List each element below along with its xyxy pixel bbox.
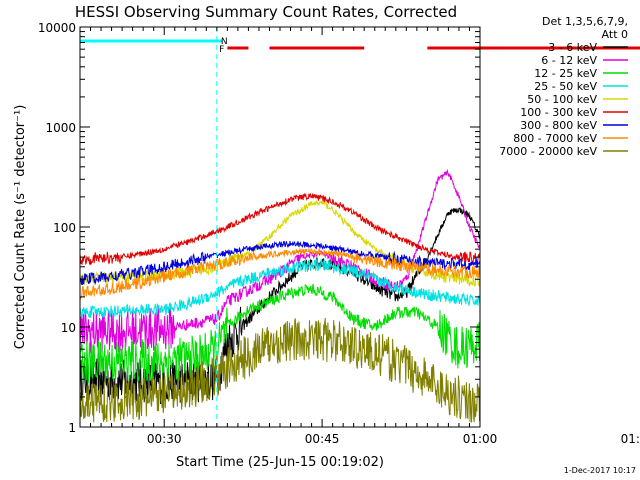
night-label: N (221, 37, 228, 47)
series-layer (80, 168, 480, 423)
legend-label: 7000 - 20000 keV (499, 145, 597, 158)
y-axis-label: Corrected Count Rate (s⁻¹ detector⁻¹) (13, 105, 28, 350)
series-line-1 (80, 168, 480, 353)
legend-label: 300 - 800 keV (520, 119, 597, 132)
series-line-5 (80, 192, 480, 266)
x-axis-label: Start Time (25-Jun-15 00:19:02) (176, 455, 384, 470)
legend-label: 800 - 7000 keV (513, 132, 597, 145)
legend-header-line-2: Att 0 (602, 28, 628, 41)
legend-label: 50 - 100 keV (527, 93, 597, 106)
y-tick-label: 100 (53, 221, 76, 235)
x-tick-label: 00:45 (305, 432, 340, 446)
chart-title: HESSI Observing Summary Count Rates, Cor… (75, 3, 457, 21)
series-line-8 (80, 317, 480, 423)
flag-label: F (219, 45, 224, 55)
legend-label: 12 - 25 keV (534, 67, 597, 80)
y-tick-label: 1 (68, 421, 76, 435)
y-tick-label: 1000 (45, 121, 76, 135)
y-tick-label: 10 (61, 321, 76, 335)
series-line-4 (80, 199, 480, 288)
x-tick-label: 00:30 (147, 432, 182, 446)
series-line-2 (80, 283, 480, 384)
series-line-3 (80, 259, 480, 319)
legend-label: 6 - 12 keV (541, 54, 597, 67)
y-tick-label: 10000 (38, 21, 76, 35)
marker-layer: FN (80, 27, 640, 427)
series-line-7 (80, 247, 480, 301)
x-tick-label: 01:00 (463, 432, 498, 446)
legend-label: 25 - 50 keV (534, 80, 597, 93)
legend-label: 3 - 6 keV (548, 41, 597, 54)
timestamp: 1-Dec-2017 10:17 (564, 466, 636, 475)
x-tick-label: 01:15 (621, 432, 640, 446)
legend-label: 100 - 300 keV (520, 106, 597, 119)
legend-header-line-1: Det 1,3,5,6,7,9, (542, 15, 628, 28)
y-axis: 1 10 100 1000 10000 (38, 21, 480, 435)
